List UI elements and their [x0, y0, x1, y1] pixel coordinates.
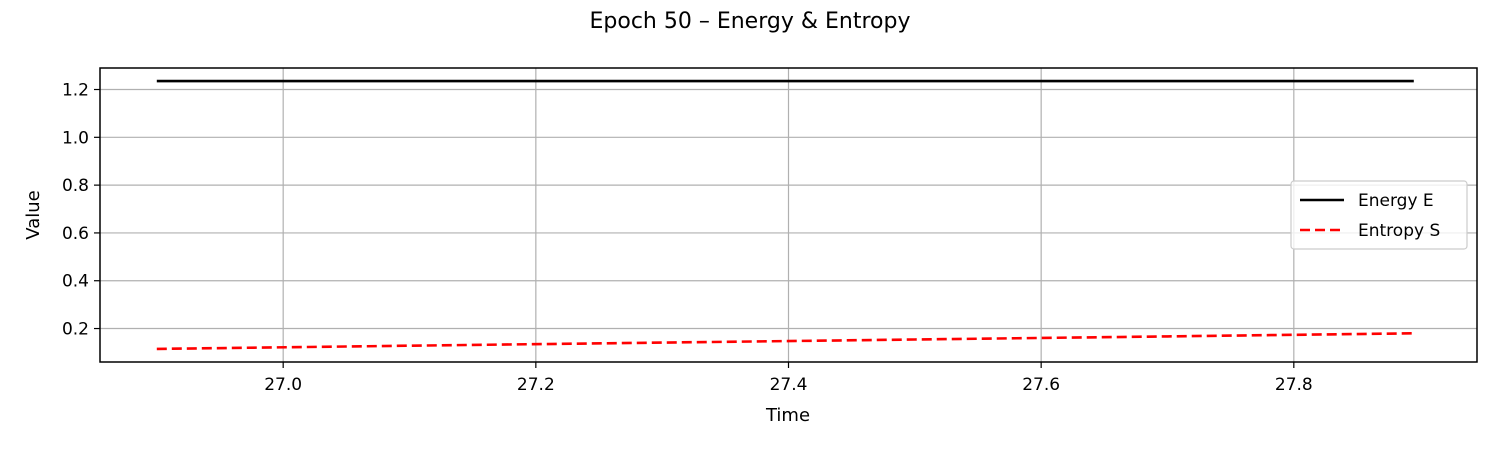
x-tick-label: 27.8 [1275, 375, 1313, 395]
y-tick-label: 1.0 [62, 128, 89, 148]
y-tick-label: 0.4 [62, 272, 89, 292]
series-line-entropy-s [156, 332, 1414, 351]
x-axis-ticks: 27.0 27.2 27.4 27.6 27.8 [264, 362, 1313, 395]
y-tick-label: 0.2 [62, 320, 89, 340]
x-tick-label: 27.6 [1022, 375, 1060, 395]
y-tick-label: 0.6 [62, 224, 89, 244]
legend: Energy E Entropy S [1290, 180, 1468, 250]
y-tick-label: 0.8 [62, 176, 89, 196]
plot-series [156, 79, 1414, 351]
y-tick-label: 1.2 [62, 81, 89, 101]
x-tick-label: 27.4 [770, 375, 808, 395]
x-tick-label: 27.0 [264, 375, 302, 395]
grid [100, 68, 1477, 362]
chart-title: Epoch 50 – Energy & Entropy [590, 9, 911, 34]
x-axis-label: Time [765, 405, 810, 426]
y-axis-label: Value [23, 190, 44, 239]
legend-label: Energy E [1358, 191, 1434, 211]
y-axis-ticks: 0.2 0.4 0.6 0.8 1.0 1.2 [62, 81, 100, 340]
legend-box [1290, 180, 1468, 250]
x-tick-label: 27.2 [517, 375, 555, 395]
legend-label: Entropy S [1358, 221, 1440, 241]
